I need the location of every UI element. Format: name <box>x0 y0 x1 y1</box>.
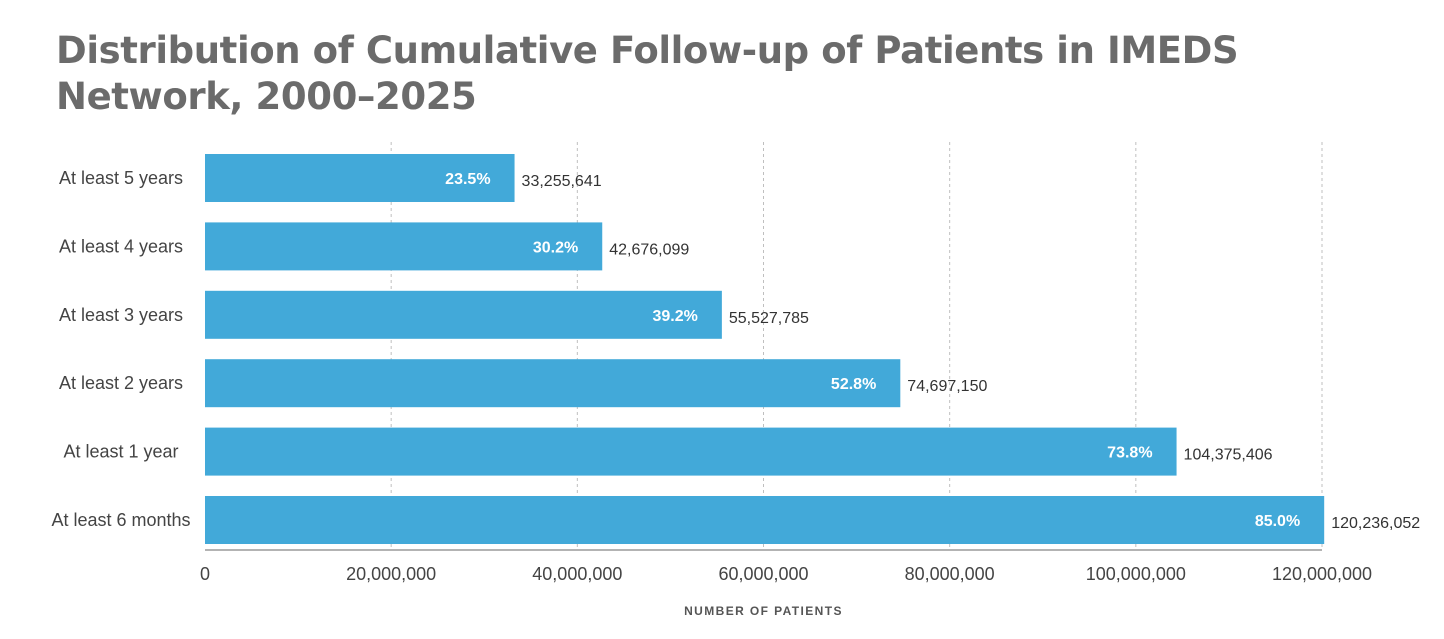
x-tick-label: 80,000,000 <box>905 564 995 584</box>
bar <box>205 290 722 339</box>
value-label: 104,375,406 <box>1184 447 1273 464</box>
value-label: 120,236,052 <box>1331 515 1420 532</box>
value-label: 42,676,099 <box>609 241 689 258</box>
bars: 23.5% 33,255,641 30.2% 42,676,099 39.2% 55,52… <box>205 154 1420 544</box>
percent-label: 52.8% <box>831 376 876 393</box>
x-tick-label: 100,000,000 <box>1086 564 1186 584</box>
grid-lines <box>390 142 1323 550</box>
category-label: At least 6 months <box>51 510 190 530</box>
x-tick-label: 40,000,000 <box>532 564 622 584</box>
bar <box>205 427 1177 476</box>
category-labels: At least 5 years At least 4 years At least… <box>51 168 190 530</box>
percent-label: 73.8% <box>1107 445 1152 462</box>
percent-label: 23.5% <box>445 171 490 188</box>
bar <box>205 154 515 202</box>
x-tick-label: 20,000,000 <box>346 564 436 584</box>
value-label: 74,697,150 <box>907 378 987 395</box>
bar <box>205 222 603 271</box>
category-label: At least 4 years <box>59 236 183 256</box>
percent-label: 39.2% <box>652 308 697 325</box>
category-label: At least 3 years <box>59 305 183 325</box>
x-axis-ticks: 0 20,000,000 40,000,000 60,000,000 80,000,00… <box>200 564 1372 584</box>
percent-label: 30.2% <box>533 239 578 256</box>
category-label: At least 2 years <box>59 373 183 393</box>
category-label: At least 1 year <box>63 442 178 462</box>
value-label: 33,255,641 <box>522 173 602 190</box>
x-axis-title: NUMBER OF PATIENTS <box>684 604 843 618</box>
x-tick-label: 120,000,000 <box>1272 564 1372 584</box>
x-tick-label: 60,000,000 <box>718 564 808 584</box>
percent-label: 85.0% <box>1255 513 1300 530</box>
value-label: 55,527,785 <box>729 310 809 327</box>
bar <box>205 359 901 408</box>
chart-title: Distribution of Cumulative Follow-up of … <box>56 29 1239 118</box>
category-label: At least 5 years <box>59 168 183 188</box>
x-tick-label: 0 <box>200 564 210 584</box>
bar <box>205 496 1325 544</box>
